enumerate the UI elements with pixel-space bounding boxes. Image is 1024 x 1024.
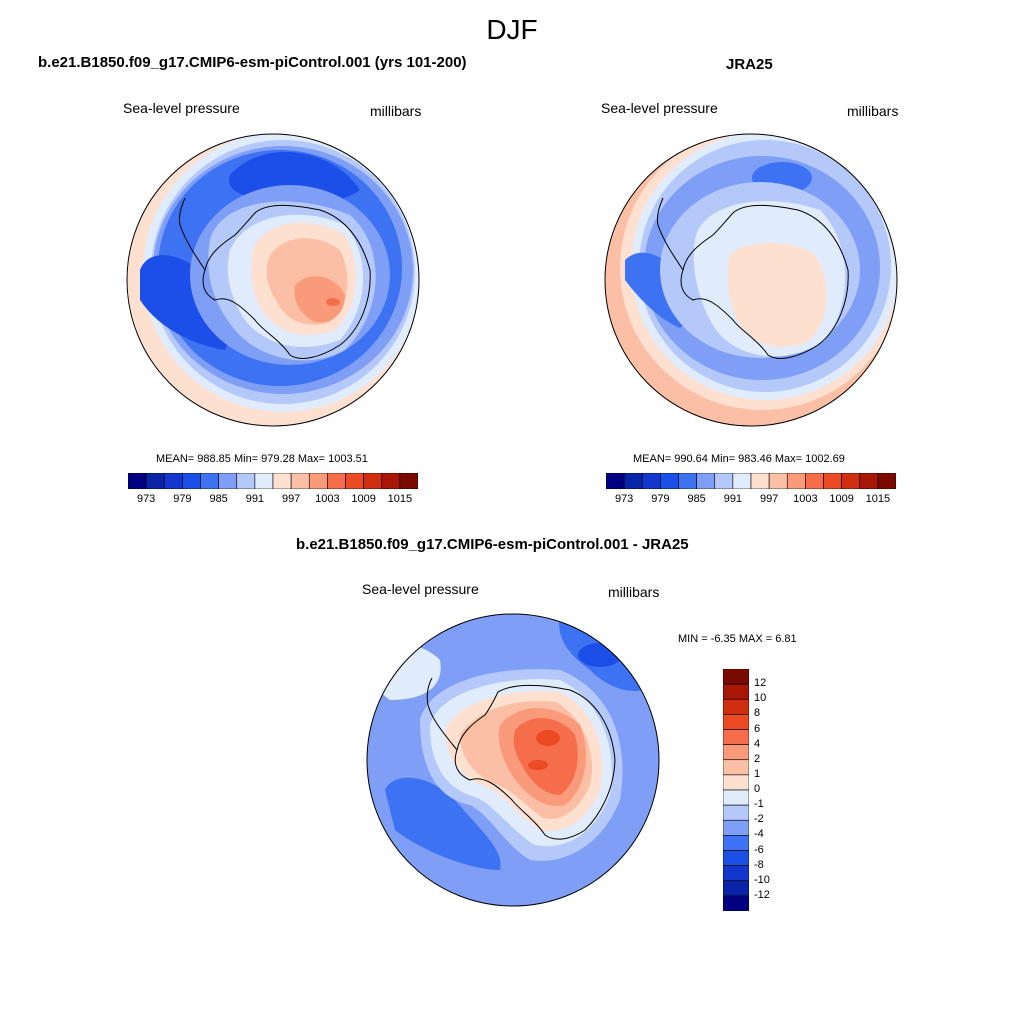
colorbar-tick-label: 8 — [754, 707, 761, 720]
colorbar-tick-label: 2 — [754, 752, 761, 765]
obs-panel-title: JRA25 — [726, 56, 773, 73]
colorbar-tick-label: 973 — [136, 493, 156, 505]
diff-colorbar-ticks: 12 10 8 6 4 2 1 0 -1 -2 -4 -6 -8 -10 -12 — [754, 669, 794, 911]
model-panel-title: b.e21.B1850.f09_g17.CMIP6-esm-piControl.… — [38, 54, 467, 71]
model-colorbar — [128, 473, 418, 489]
model-colorbar-ticks: 973 979 985 991 997 1003 1009 1015 — [128, 493, 418, 507]
model-stats: MEAN= 988.85 Min= 979.28 Max= 1003.51 — [156, 453, 368, 465]
diff-colorbar — [723, 669, 749, 911]
obs-stats: MEAN= 990.64 Min= 983.46 Max= 1002.69 — [633, 453, 845, 465]
colorbar-swatch — [877, 473, 896, 489]
colorbar-swatch — [399, 473, 418, 489]
colorbar-swatch — [723, 835, 749, 851]
colorbar-tick-label: 997 — [281, 493, 301, 505]
colorbar-swatch — [723, 850, 749, 866]
main-title: DJF — [486, 14, 538, 45]
colorbar-swatch — [723, 880, 749, 897]
colorbar-tick-label: -2 — [754, 813, 764, 826]
colorbar-tick-label: 979 — [651, 493, 670, 505]
colorbar-swatch — [723, 804, 749, 821]
colorbar-tick-label: 1015 — [865, 493, 891, 505]
colorbar-swatch — [723, 819, 749, 836]
colorbar-swatch — [723, 789, 749, 806]
colorbar-tick-label: 985 — [687, 493, 706, 505]
colorbar-tick-label: 1003 — [315, 493, 340, 505]
obs-colorbar — [606, 473, 896, 489]
colorbar-tick-label: 991 — [245, 493, 265, 505]
colorbar-tick-label: 979 — [173, 493, 192, 505]
colorbar-tick-label: 4 — [754, 737, 761, 750]
colorbar-swatch — [723, 714, 749, 730]
colorbar-swatch — [723, 729, 749, 745]
colorbar-tick-label: -12 — [754, 888, 770, 901]
diff-units-label: millibars — [608, 584, 660, 600]
colorbar-tick-label: 985 — [209, 493, 228, 505]
colorbar-tick-label: 997 — [759, 493, 779, 505]
colorbar-swatch — [723, 744, 749, 761]
colorbar-tick-label: 1015 — [387, 493, 413, 505]
diff-panel-title: b.e21.B1850.f09_g17.CMIP6-esm-piControl.… — [296, 536, 689, 553]
colorbar-tick-label: -1 — [754, 798, 764, 811]
colorbar-tick-label: 0 — [754, 783, 761, 795]
obs-colorbar-ticks: 973 979 985 991 997 1003 1009 1015 — [606, 493, 896, 507]
colorbar-tick-label: -4 — [754, 828, 764, 841]
colorbar-tick-label: -8 — [754, 858, 764, 871]
colorbar-swatch — [723, 698, 749, 715]
model-units-label: millibars — [370, 103, 422, 119]
colorbar-tick-label: 991 — [723, 493, 743, 505]
colorbar-tick-label: 10 — [754, 692, 767, 705]
colorbar-swatch — [723, 865, 749, 882]
colorbar-tick-label: -6 — [754, 843, 764, 856]
colorbar-swatch — [723, 759, 749, 776]
diff-stats: MIN = -6.35 MAX = 6.81 — [678, 633, 797, 645]
model-variable-label: Sea-level pressure — [123, 100, 240, 116]
obs-units-label: millibars — [847, 103, 899, 119]
colorbar-swatch — [723, 669, 749, 685]
colorbar-tick-label: 1 — [754, 767, 761, 780]
colorbar-swatch — [723, 683, 749, 700]
colorbar-tick-label: 12 — [754, 677, 767, 690]
colorbar-tick-label: 973 — [614, 493, 634, 505]
colorbar-tick-label: 1009 — [351, 493, 376, 505]
colorbar-tick-label: -10 — [754, 873, 770, 886]
colorbar-tick-label: 1003 — [793, 493, 818, 505]
colorbar-tick-label: 6 — [754, 722, 761, 735]
obs-variable-label: Sea-level pressure — [601, 100, 718, 116]
colorbar-swatch — [723, 774, 749, 791]
colorbar-swatch — [723, 895, 749, 911]
colorbar-tick-label: 1009 — [829, 493, 854, 505]
diff-variable-label: Sea-level pressure — [362, 581, 479, 597]
